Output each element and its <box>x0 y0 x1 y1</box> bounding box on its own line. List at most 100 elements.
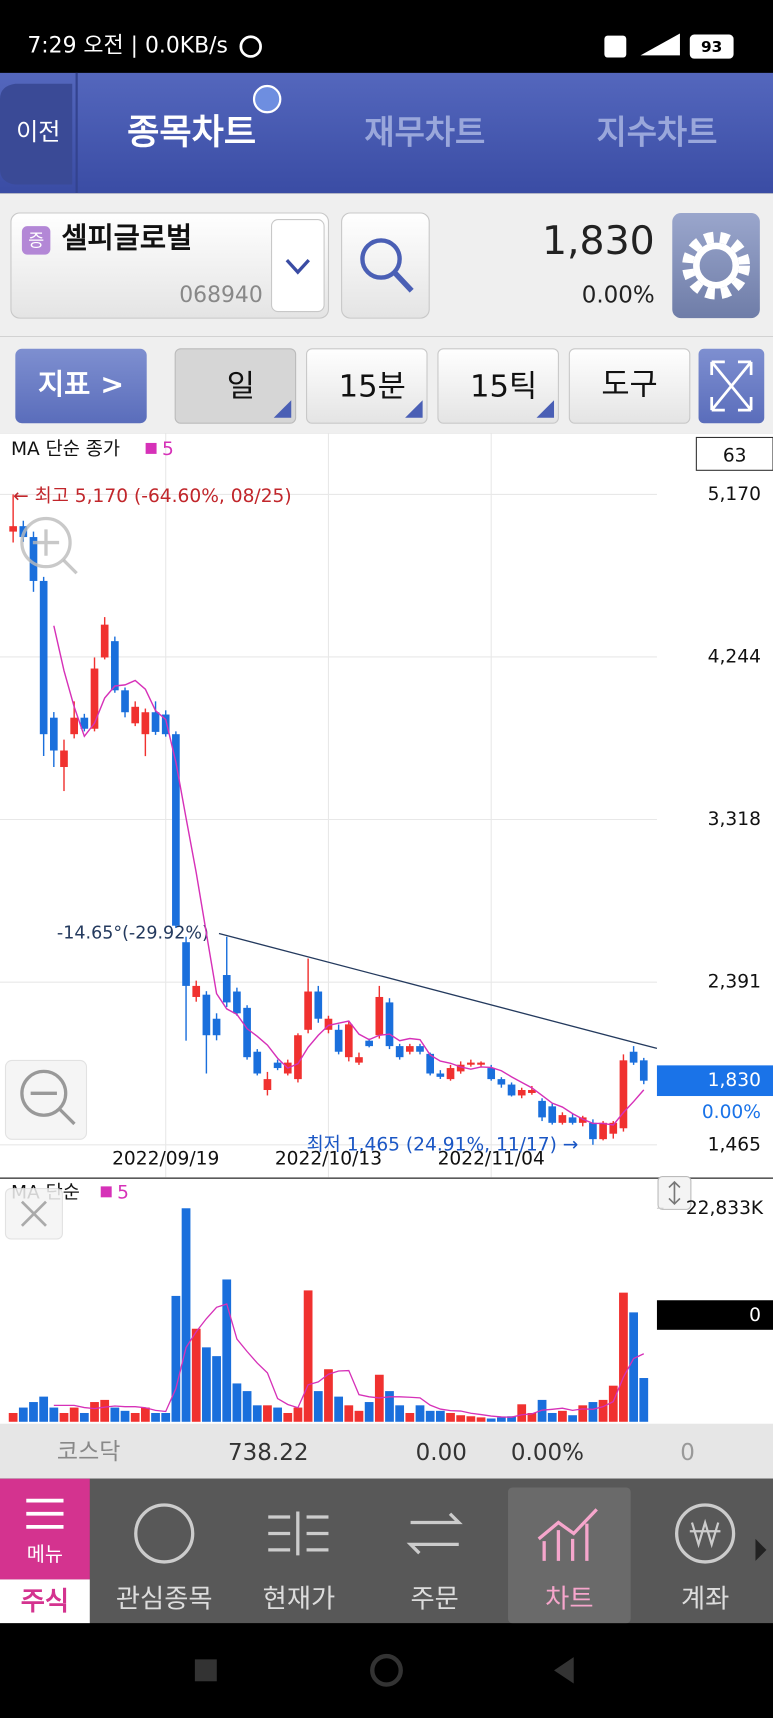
indicator-button[interactable] <box>15 348 147 424</box>
volume-bar <box>527 1412 537 1422</box>
candle-body <box>253 1051 262 1074</box>
nav-icon <box>689 1518 721 1549</box>
volume-bar <box>588 1402 598 1422</box>
nav-icon <box>134 1503 195 1564</box>
period-label[interactable]: 15분 <box>339 370 406 405</box>
volume-ma-line <box>53 1303 645 1418</box>
current-price-label: 1,830 <box>708 1070 761 1091</box>
candle-body <box>100 624 109 658</box>
volume-bar <box>496 1417 506 1422</box>
zoom-in-button[interactable] <box>20 516 72 569</box>
trend-line <box>218 932 658 1050</box>
candle-body <box>233 991 241 1014</box>
volume-bar <box>69 1407 79 1422</box>
y-tick-label: 2,391 <box>708 972 761 993</box>
home-button[interactable] <box>370 1653 403 1687</box>
volume-bar <box>59 1412 69 1422</box>
nav-label[interactable]: 계좌 <box>681 1585 729 1615</box>
period-button[interactable] <box>306 348 428 424</box>
zoom-out-icon <box>30 1091 76 1126</box>
menu-label[interactable]: 메뉴 <box>27 1543 63 1566</box>
candle-body <box>182 942 190 986</box>
candle-body <box>456 1064 465 1072</box>
zoom-out-icon <box>20 1069 68 1117</box>
back-button[interactable] <box>0 83 73 185</box>
nav-more[interactable] <box>755 1538 767 1561</box>
back-label[interactable]: 이전 <box>16 118 60 146</box>
nav-stock-tab[interactable] <box>0 1579 90 1624</box>
volume-bar <box>415 1405 425 1422</box>
ma-line <box>53 625 645 1126</box>
y-tick-label: 3,318 <box>708 809 761 830</box>
volume-bar <box>547 1412 557 1422</box>
volume-bar <box>79 1412 89 1422</box>
volume-bar <box>456 1415 466 1422</box>
volume-bar <box>242 1391 252 1422</box>
battery-icon <box>689 34 734 59</box>
dropdown-arrow <box>285 258 310 275</box>
tool-button[interactable] <box>568 348 691 424</box>
candle-body <box>294 1035 302 1080</box>
search-button[interactable] <box>341 212 430 319</box>
market-badge-label: 증 <box>28 231 44 251</box>
candle-body <box>528 1090 536 1093</box>
candle-body <box>487 1068 496 1080</box>
refresh-badge[interactable] <box>252 84 282 114</box>
period-label[interactable]: 15틱 <box>470 370 537 405</box>
nav-label[interactable]: 현재가 <box>263 1585 336 1615</box>
candle-body <box>334 1029 343 1052</box>
volume-bar <box>364 1402 374 1422</box>
candle-body <box>416 1046 424 1052</box>
volume-bar <box>252 1405 262 1422</box>
status-time: 7:29 오전 | 0.0KB/s <box>27 34 228 59</box>
candle-body <box>355 1057 363 1063</box>
nav-label[interactable]: 차트 <box>545 1585 593 1615</box>
nav-chart-tab[interactable] <box>508 1487 631 1624</box>
volume-bar <box>313 1391 323 1422</box>
back-nav-button[interactable] <box>554 1657 574 1684</box>
legend-swatch <box>100 1186 112 1198</box>
volume-bar <box>598 1399 608 1422</box>
menu-button[interactable] <box>0 1478 90 1580</box>
candle-body <box>558 1115 567 1123</box>
candle-body <box>538 1100 546 1118</box>
candle-body <box>324 1018 333 1030</box>
nav-label[interactable]: 주문 <box>411 1585 459 1615</box>
candle-body <box>507 1084 516 1096</box>
dropdown-button[interactable] <box>270 219 325 313</box>
price-panel <box>0 433 773 1178</box>
settings-button[interactable] <box>672 213 760 319</box>
candle-body <box>477 1062 485 1065</box>
stock-selector[interactable] <box>10 212 330 319</box>
period-button[interactable] <box>437 348 559 424</box>
nav-label[interactable]: 주식 <box>21 1587 69 1617</box>
candle-body <box>548 1106 557 1123</box>
candle-body <box>131 706 140 724</box>
volume-bar <box>385 1391 394 1422</box>
tab[interactable]: 지수차트 <box>597 114 718 152</box>
header <box>0 72 773 194</box>
alarm-icon <box>239 35 262 58</box>
candle-body <box>151 712 160 732</box>
tool-label[interactable]: 도구 <box>601 368 657 403</box>
volume-bar <box>405 1412 415 1422</box>
period-button-active[interactable] <box>174 348 297 424</box>
candle-body <box>609 1122 618 1134</box>
recents-button[interactable] <box>194 1659 217 1682</box>
period-label[interactable]: 일 <box>227 370 255 405</box>
stock-name: 셀피글로벌 <box>61 221 192 254</box>
volume-bar <box>303 1290 313 1422</box>
market-volume: 0 <box>680 1440 695 1466</box>
legend-swatch <box>145 442 157 454</box>
tab[interactable]: 재무차트 <box>364 114 485 152</box>
tab-active[interactable]: 종목차트 <box>127 112 256 153</box>
volume-bar <box>90 1402 99 1422</box>
volume-bar <box>232 1383 242 1422</box>
x-tick-label: 2022/10/13 <box>275 1149 382 1170</box>
volume-bar <box>334 1396 344 1422</box>
indicator-label[interactable]: 지표 > <box>38 368 124 401</box>
stock-code: 068940 <box>179 283 263 308</box>
volume-bar <box>151 1412 160 1422</box>
candle-count: 63 <box>723 446 747 467</box>
nav-label[interactable]: 관심종목 <box>116 1585 213 1615</box>
